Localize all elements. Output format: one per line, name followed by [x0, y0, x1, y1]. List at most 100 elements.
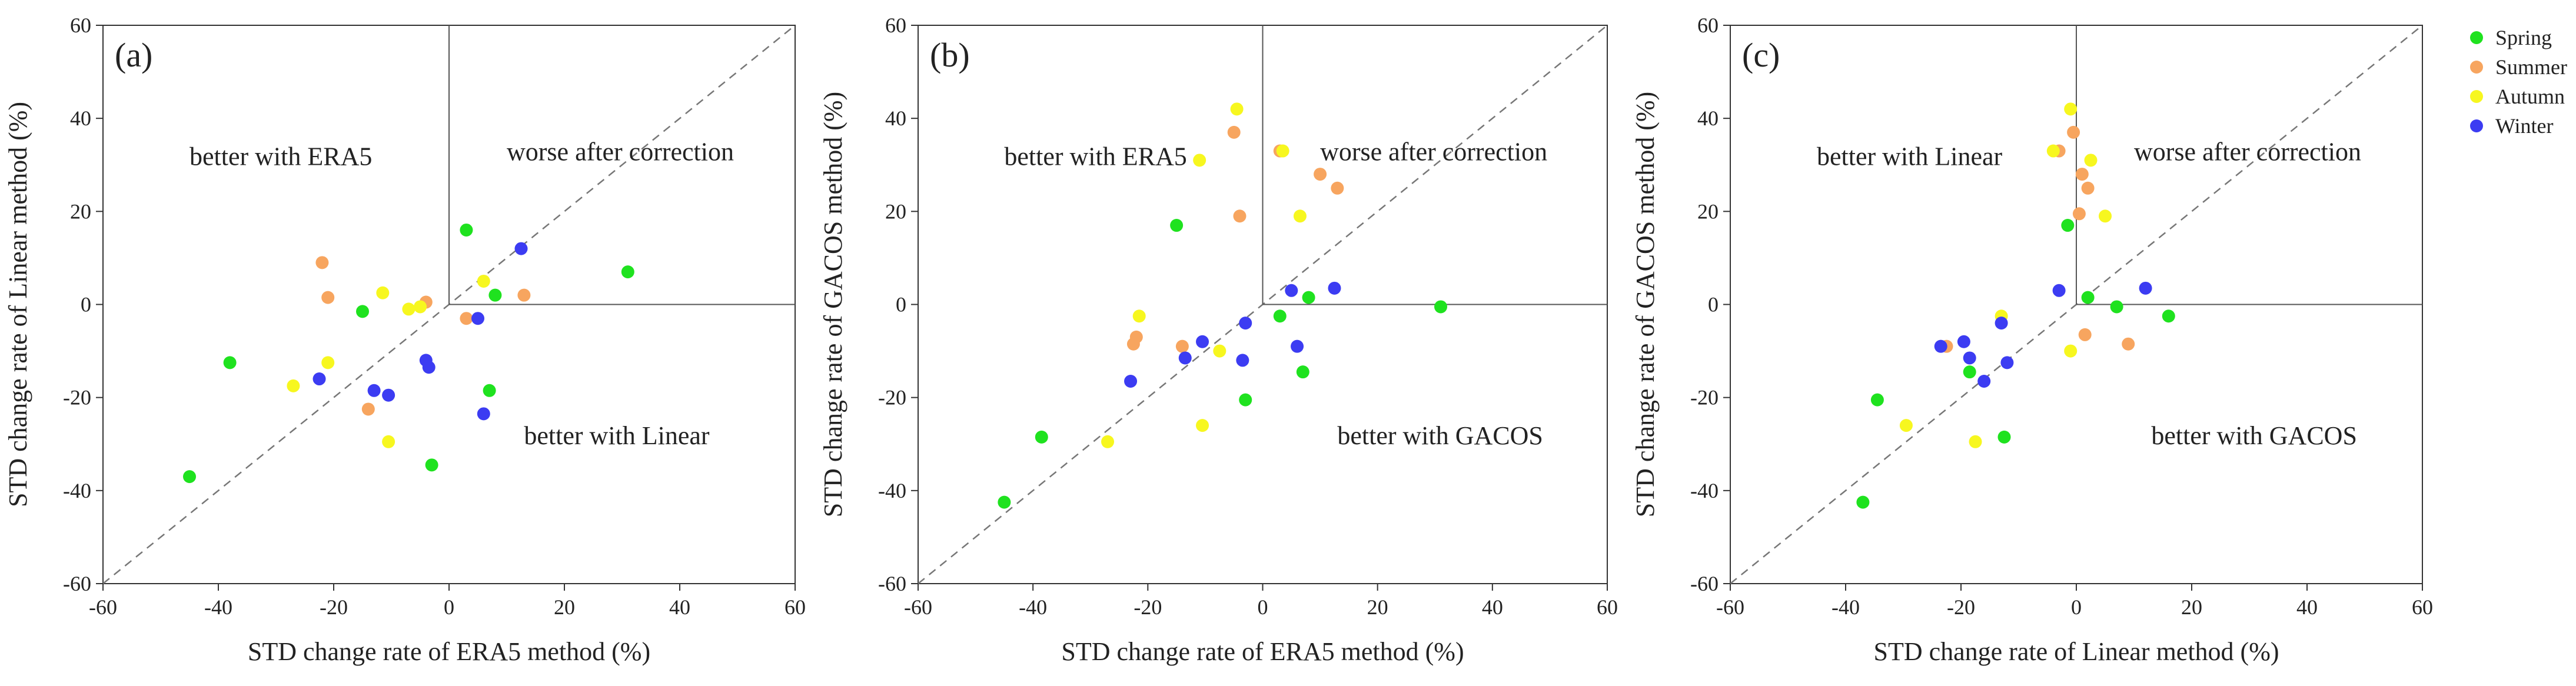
x-tick-label: 60 [785, 595, 806, 619]
legend-label-autumn: Autumn [2495, 85, 2565, 108]
point-winter [367, 384, 381, 397]
point-spring [1170, 219, 1184, 232]
panel-label: (b) [930, 36, 970, 74]
legend: Spring Summer Autumn Winter [2470, 26, 2567, 138]
point-winter [422, 361, 436, 374]
y-tick-label: -20 [1690, 386, 1719, 409]
point-winter [1178, 351, 1192, 365]
legend-marker-autumn [2470, 90, 2483, 103]
point-summer [321, 291, 335, 304]
point-autumn [2064, 102, 2078, 116]
point-autumn [1230, 102, 1244, 116]
point-winter [382, 388, 395, 402]
legend-label-summer: Summer [2495, 55, 2567, 79]
point-winter [1328, 281, 1341, 295]
y-tick-label: 40 [885, 106, 906, 130]
x-tick-label: -60 [904, 595, 932, 619]
y-tick-label: 0 [1708, 293, 1719, 317]
panel-label: (a) [115, 36, 152, 74]
point-autumn [1899, 419, 1913, 432]
legend-marker-winter [2470, 119, 2483, 132]
point-winter [2000, 356, 2014, 369]
point-summer [1129, 330, 1143, 344]
x-axis-title: STD change rate of ERA5 method (%) [248, 637, 650, 666]
x-tick-label: 20 [2181, 595, 2202, 619]
x-tick-label: 40 [669, 595, 690, 619]
point-summer [1175, 339, 1189, 353]
point-spring [183, 470, 196, 484]
panel-label: (c) [1742, 36, 1780, 74]
point-spring [1870, 393, 1884, 407]
x-tick-label: -60 [89, 595, 117, 619]
y-axis-title: STD change rate of GACOS method (%) [819, 92, 847, 517]
region-label-top-left: better with ERA5 [1004, 142, 1186, 171]
point-winter [1236, 354, 1249, 367]
point-summer [361, 402, 375, 416]
point-winter [1977, 374, 1991, 388]
legend-marker-summer [2470, 61, 2483, 74]
point-summer [2067, 125, 2080, 139]
legend-marker-spring [2470, 31, 2483, 44]
y-tick-label: -60 [878, 572, 906, 595]
point-winter [1995, 317, 2008, 330]
y-tick-label: -60 [63, 572, 91, 595]
region-label-top-right: worse after correction [1320, 137, 1547, 166]
x-tick-label: -60 [1716, 595, 1744, 619]
y-tick-label: 60 [1697, 14, 1719, 37]
point-summer [2081, 181, 2095, 195]
y-tick-label: 20 [70, 199, 91, 223]
point-spring [460, 223, 473, 237]
x-tick-label: 20 [554, 595, 575, 619]
y-tick-label: 40 [70, 106, 91, 130]
x-tick-label: 60 [2412, 595, 2433, 619]
point-summer [460, 312, 473, 325]
point-autumn [2084, 154, 2098, 167]
point-winter [2052, 284, 2066, 297]
x-tick-label: 20 [1367, 595, 1388, 619]
panel-c: -60 -40 -20 0 20 40 60 -60 -40 -20 0 20 40 60 STD chan… [1631, 14, 2433, 666]
point-summer [517, 288, 531, 302]
point-winter [514, 242, 528, 255]
point-summer [1314, 168, 1327, 181]
y-tick-label: 60 [70, 14, 91, 37]
legend-label-spring: Spring [2495, 26, 2552, 49]
point-spring [425, 458, 438, 472]
x-tick-label: 40 [2296, 595, 2318, 619]
region-label-top-right: worse after correction [507, 137, 734, 166]
x-tick-label: 0 [444, 595, 454, 619]
point-autumn [321, 356, 335, 369]
legend-label-winter: Winter [2495, 114, 2554, 138]
point-spring [621, 265, 634, 279]
point-winter [1963, 351, 1976, 365]
point-summer [2122, 337, 2135, 351]
point-autumn [477, 274, 490, 288]
region-label-bottom-right: better with GACOS [1337, 421, 1543, 450]
point-autumn [2099, 209, 2112, 223]
point-spring [1434, 300, 1448, 314]
point-autumn [382, 435, 395, 448]
point-spring [488, 288, 502, 302]
x-tick-label: -20 [1947, 595, 1975, 619]
point-spring [1296, 365, 1309, 379]
y-tick-label: -40 [1690, 479, 1719, 502]
point-winter [1934, 339, 1947, 353]
y-tick-label: 0 [81, 293, 91, 317]
point-spring [1963, 365, 1976, 379]
point-spring [2081, 291, 2095, 304]
point-winter [1291, 339, 1304, 353]
point-autumn [1276, 144, 1289, 158]
y-tick-label: -40 [63, 479, 91, 502]
y-tick-label: 60 [885, 14, 906, 37]
point-spring [2162, 309, 2175, 323]
point-summer [1331, 181, 1344, 195]
point-autumn [287, 379, 300, 392]
point-spring [1239, 393, 1252, 407]
y-axis-title: STD change rate of GACOS method (%) [1631, 92, 1660, 517]
point-winter [313, 372, 326, 386]
x-tick-label: 0 [1258, 595, 1268, 619]
y-tick-label: 20 [885, 199, 906, 223]
point-autumn [1293, 209, 1307, 223]
region-label-bottom-right: better with Linear [524, 421, 710, 450]
y-tick-label: -60 [1690, 572, 1719, 595]
